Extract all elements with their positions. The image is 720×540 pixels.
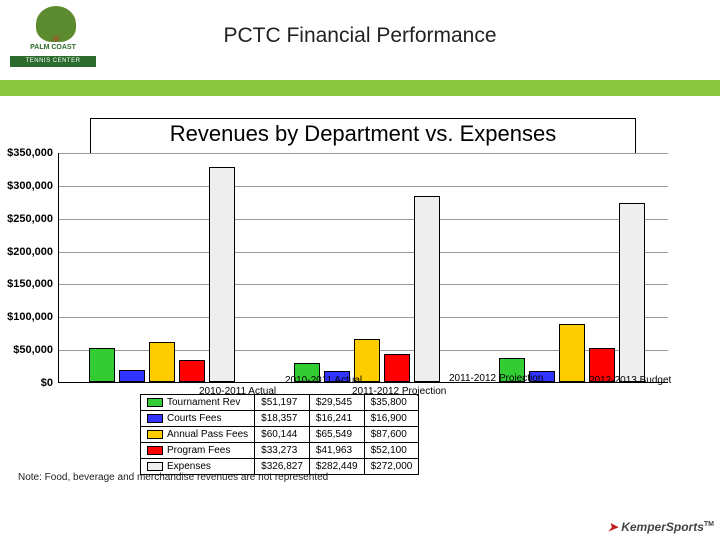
y-tick-label: $300,000 (0, 180, 53, 192)
y-tick-label: $350,000 (0, 147, 53, 159)
table-row: Annual Pass Fees$60,144$65,549$87,600 (141, 427, 419, 443)
legend-value-cell: $18,357 (255, 411, 310, 427)
legend-swatch (147, 462, 163, 471)
gridline (59, 153, 668, 154)
legend-label-cell: Courts Fees (141, 411, 255, 427)
table-row: Courts Fees$18,357$16,241$16,900 (141, 411, 419, 427)
legend-swatch (147, 430, 163, 439)
bar (179, 360, 205, 382)
legend-value-cell: $33,273 (255, 443, 310, 459)
legend-label-cell: Program Fees (141, 443, 255, 459)
kemper-text: KemperSports (621, 520, 704, 534)
legend-value-cell: $272,000 (364, 459, 419, 475)
y-tick-label: $200,000 (0, 246, 53, 258)
legend-value-cell: $51,197 (255, 395, 310, 411)
y-tick-label: $250,000 (0, 213, 53, 225)
chart-plot: $0$50,000$100,000$150,000$200,000$250,00… (58, 153, 668, 383)
legend-value-cell: $29,545 (309, 395, 364, 411)
kemper-tm: TM (704, 521, 714, 528)
table-row: Program Fees$33,273$41,963$52,100 (141, 443, 419, 459)
header: PALM COAST TENNIS CENTER PCTC Financial … (0, 0, 720, 80)
bar (209, 167, 235, 382)
legend-swatch (147, 398, 163, 407)
legend-swatch (147, 414, 163, 423)
header-rule (0, 80, 720, 96)
page-title: PCTC Financial Performance (0, 24, 720, 48)
legend-value-cell: $41,963 (309, 443, 364, 459)
legend-value-cell: $52,100 (364, 443, 419, 459)
gridline (59, 186, 668, 187)
legend-value-cell: $87,600 (364, 427, 419, 443)
bar (619, 203, 645, 382)
x-label: 2010-2011 Actual (285, 375, 362, 386)
y-tick-label: $0 (0, 377, 53, 389)
legend-value-cell: $16,900 (364, 411, 419, 427)
legend-label-cell: Tournament Rev (141, 395, 255, 411)
chart-title: Revenues by Department vs. Expenses (90, 118, 636, 153)
legend-table: Tournament Rev$51,197$29,545$35,800Court… (140, 394, 419, 475)
gridline (59, 317, 668, 318)
y-tick-label: $100,000 (0, 311, 53, 323)
bar (414, 196, 440, 382)
logo-sub-text: TENNIS CENTER (10, 56, 96, 67)
bar (384, 354, 410, 382)
x-label: 2012-2013 Budget (589, 375, 671, 386)
y-tick-label: $150,000 (0, 278, 53, 290)
y-tick-label: $50,000 (0, 344, 53, 356)
legend-value-cell: $65,549 (309, 427, 364, 443)
table-row: Tournament Rev$51,197$29,545$35,800 (141, 395, 419, 411)
footnote: Note: Food, beverage and merchandise rev… (18, 472, 328, 483)
kempersports-logo: ➤ KemperSportsTM (608, 520, 714, 534)
gridline (59, 219, 668, 220)
legend-label-cell: Annual Pass Fees (141, 427, 255, 443)
legend-value-cell: $35,800 (364, 395, 419, 411)
x-label: 2011-2012 Projection (449, 373, 543, 384)
kemper-swoosh-icon: ➤ (608, 520, 618, 534)
bar (149, 342, 175, 382)
bar (89, 348, 115, 382)
gridline (59, 252, 668, 253)
gridline (59, 284, 668, 285)
legend-value-cell: $60,144 (255, 427, 310, 443)
chart-container: Revenues by Department vs. Expenses $0$5… (58, 118, 668, 383)
bar (119, 370, 145, 382)
legend-value-cell: $16,241 (309, 411, 364, 427)
legend-swatch (147, 446, 163, 455)
bar (559, 324, 585, 382)
